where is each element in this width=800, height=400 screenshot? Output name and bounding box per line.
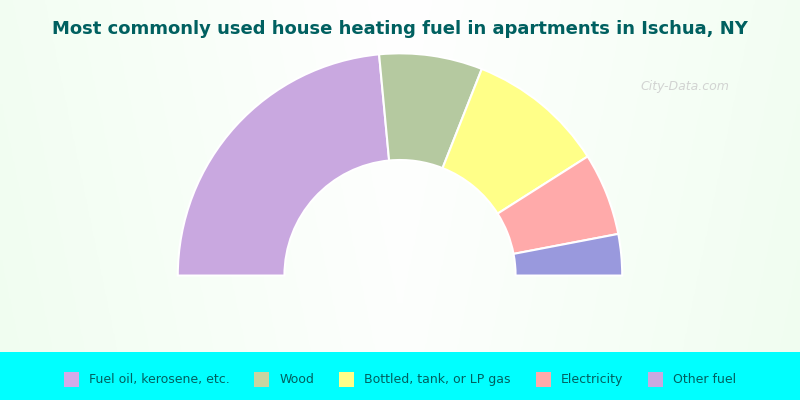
Wedge shape — [514, 234, 622, 276]
Wedge shape — [379, 53, 482, 168]
Wedge shape — [178, 54, 389, 276]
Wedge shape — [498, 156, 618, 254]
Legend: Fuel oil, kerosene, etc., Wood, Bottled, tank, or LP gas, Electricity, Other fue: Fuel oil, kerosene, etc., Wood, Bottled,… — [58, 366, 742, 392]
Wedge shape — [442, 69, 588, 214]
Text: City-Data.com: City-Data.com — [640, 80, 729, 93]
Text: Most commonly used house heating fuel in apartments in Ischua, NY: Most commonly used house heating fuel in… — [52, 20, 748, 38]
